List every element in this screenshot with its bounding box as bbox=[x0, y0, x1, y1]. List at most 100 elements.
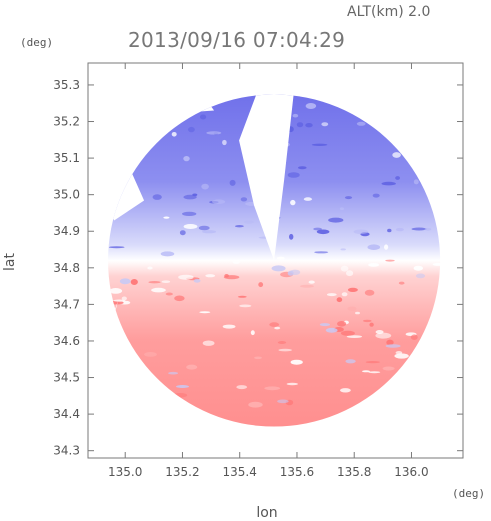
speckle bbox=[193, 278, 201, 283]
x-tick-label: 135.0 bbox=[108, 465, 142, 479]
speckle bbox=[337, 321, 347, 327]
speckle bbox=[415, 273, 426, 279]
no-data-region bbox=[108, 300, 119, 427]
speckle bbox=[248, 401, 263, 408]
speckle bbox=[121, 296, 127, 301]
speckle bbox=[368, 371, 381, 374]
x-axis-unit: (deg) bbox=[452, 487, 485, 500]
speckle bbox=[321, 122, 329, 127]
speckle bbox=[160, 251, 175, 257]
speckle bbox=[394, 353, 409, 359]
speckle bbox=[236, 385, 247, 390]
speckle bbox=[311, 143, 328, 146]
speckle bbox=[240, 197, 248, 202]
speckle bbox=[235, 225, 244, 228]
speckle bbox=[392, 152, 401, 158]
speckle bbox=[345, 359, 356, 364]
speckle bbox=[305, 123, 313, 128]
speckle bbox=[372, 193, 380, 198]
x-tick-label: 135.6 bbox=[280, 465, 314, 479]
speckle bbox=[353, 229, 369, 235]
speckle bbox=[232, 259, 240, 264]
speckle bbox=[113, 299, 126, 302]
no-data-region bbox=[239, 94, 295, 261]
speckle bbox=[171, 132, 177, 137]
speckle bbox=[313, 227, 322, 231]
altitude-label: ALT(km) 2.0 bbox=[347, 4, 430, 20]
speckle bbox=[336, 297, 343, 303]
speckle bbox=[410, 334, 418, 341]
y-axis-title: lat bbox=[2, 253, 18, 271]
speckle bbox=[314, 251, 329, 254]
speckle bbox=[308, 280, 315, 284]
speckle bbox=[432, 262, 441, 266]
speckle bbox=[368, 263, 380, 267]
speckle bbox=[287, 270, 294, 276]
speckle bbox=[183, 156, 190, 162]
speckle bbox=[341, 292, 348, 297]
speckle bbox=[365, 361, 380, 364]
speckle bbox=[278, 348, 292, 352]
y-axis-unit: (deg) bbox=[20, 36, 53, 49]
speckle bbox=[173, 393, 188, 398]
speckle bbox=[386, 339, 394, 346]
y-tick-label: 34.6 bbox=[53, 334, 80, 348]
speckle bbox=[198, 225, 210, 231]
speckle bbox=[205, 274, 216, 278]
speckle bbox=[361, 370, 371, 373]
y-tick-label: 35.3 bbox=[53, 78, 80, 92]
speckle bbox=[292, 113, 299, 118]
speckle bbox=[325, 327, 338, 333]
speckle bbox=[277, 399, 289, 404]
y-tick-label: 35.1 bbox=[53, 151, 80, 165]
speckle bbox=[413, 265, 423, 271]
y-tick-label: 34.7 bbox=[53, 297, 80, 311]
speckle bbox=[222, 139, 227, 146]
speckle bbox=[223, 275, 240, 280]
speckle bbox=[319, 323, 330, 327]
speckle bbox=[287, 172, 300, 178]
speckle bbox=[174, 295, 185, 302]
y-tick-label: 34.4 bbox=[53, 407, 80, 421]
speckle bbox=[364, 289, 375, 296]
speckle bbox=[340, 265, 349, 272]
speckle bbox=[176, 385, 189, 388]
speckle bbox=[363, 319, 372, 323]
speckle bbox=[229, 179, 236, 186]
speckle bbox=[188, 126, 195, 133]
speckle bbox=[130, 279, 138, 285]
speckle bbox=[381, 181, 396, 186]
speckle bbox=[269, 322, 280, 327]
speckle bbox=[328, 217, 344, 223]
speckle bbox=[186, 364, 198, 370]
speckle bbox=[202, 340, 215, 346]
radar-velocity-field bbox=[108, 94, 441, 427]
y-tick-label: 34.3 bbox=[53, 444, 80, 458]
speckle bbox=[178, 274, 194, 280]
speckle bbox=[298, 166, 307, 170]
plot-frame bbox=[87, 62, 464, 459]
speckle bbox=[237, 295, 247, 298]
speckle bbox=[347, 287, 358, 292]
x-axis-ticks: 135.0 135.2 135.4 135.6 135.8 136.0 bbox=[108, 63, 429, 479]
speckle bbox=[109, 288, 123, 294]
speckle bbox=[183, 224, 198, 229]
y-tick-label: 35.0 bbox=[53, 188, 80, 202]
data-speckles bbox=[108, 98, 441, 408]
speckle bbox=[355, 311, 360, 315]
y-tick-label: 34.9 bbox=[53, 224, 80, 238]
speckle bbox=[163, 216, 170, 219]
speckle bbox=[202, 230, 217, 234]
speckle bbox=[182, 211, 197, 216]
speckle bbox=[271, 265, 286, 272]
speckle bbox=[382, 366, 395, 371]
speckle bbox=[347, 306, 357, 312]
speckle bbox=[192, 193, 198, 197]
speckle bbox=[264, 386, 281, 391]
speckle bbox=[200, 114, 207, 120]
speckle bbox=[303, 197, 312, 201]
speckle bbox=[346, 270, 354, 277]
speckle bbox=[289, 233, 294, 240]
speckle bbox=[424, 227, 432, 231]
